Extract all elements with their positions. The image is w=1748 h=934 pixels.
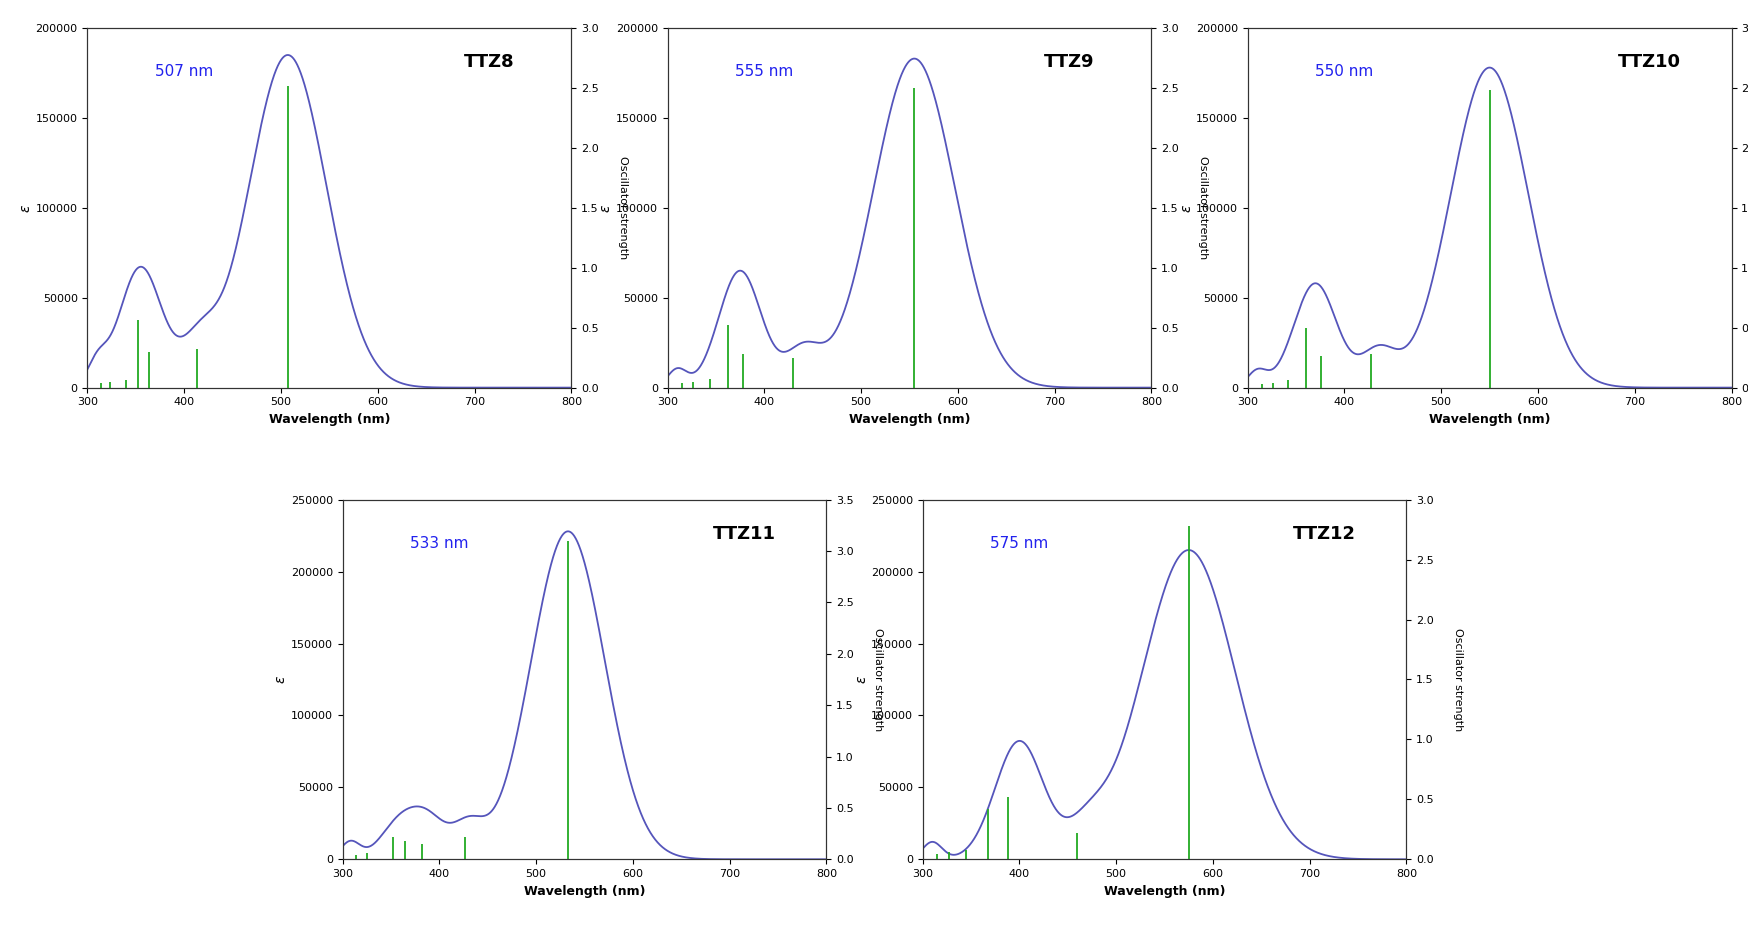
Text: TTZ11: TTZ11 — [711, 525, 774, 543]
Y-axis label: Oscillator strength: Oscillator strength — [1453, 628, 1463, 731]
Y-axis label: ε: ε — [853, 675, 867, 684]
X-axis label: Wavelength (nm): Wavelength (nm) — [523, 884, 645, 898]
Y-axis label: ε: ε — [1178, 204, 1192, 212]
X-axis label: Wavelength (nm): Wavelength (nm) — [848, 413, 970, 426]
Y-axis label: Oscillator strength: Oscillator strength — [872, 628, 883, 731]
Text: 555 nm: 555 nm — [734, 64, 794, 79]
Text: TTZ9: TTZ9 — [1044, 53, 1094, 71]
Y-axis label: ε: ε — [19, 204, 33, 212]
Text: 507 nm: 507 nm — [156, 64, 213, 79]
Y-axis label: Oscillator strength: Oscillator strength — [617, 156, 628, 260]
Text: TTZ10: TTZ10 — [1617, 53, 1680, 71]
X-axis label: Wavelength (nm): Wavelength (nm) — [1428, 413, 1549, 426]
Y-axis label: Oscillator strength: Oscillator strength — [1197, 156, 1208, 260]
X-axis label: Wavelength (nm): Wavelength (nm) — [1103, 884, 1225, 898]
Text: 575 nm: 575 nm — [989, 535, 1047, 551]
Text: TTZ8: TTZ8 — [463, 53, 514, 71]
Text: 533 nm: 533 nm — [409, 535, 468, 551]
Y-axis label: ε: ε — [274, 675, 288, 684]
Y-axis label: ε: ε — [598, 204, 612, 212]
Text: TTZ12: TTZ12 — [1292, 525, 1355, 543]
Text: 550 nm: 550 nm — [1314, 64, 1372, 79]
X-axis label: Wavelength (nm): Wavelength (nm) — [269, 413, 390, 426]
